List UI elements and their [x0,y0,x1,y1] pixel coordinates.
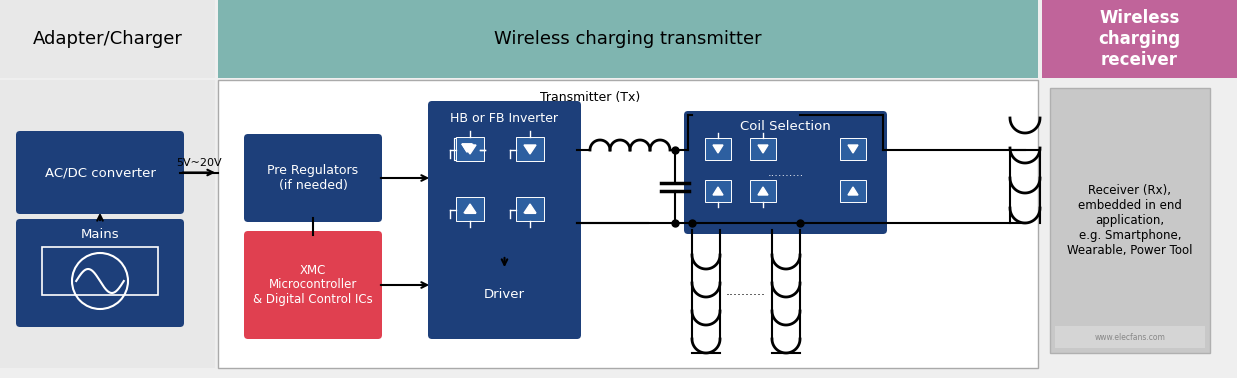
Bar [516,137,544,161]
Text: ..........: .......... [726,285,766,298]
Bar [456,137,484,161]
Text: HB or FB Inverter: HB or FB Inverter [450,113,558,125]
Text: Mains: Mains [80,228,119,242]
FancyBboxPatch shape [428,251,581,339]
Bar [1050,88,1210,353]
Polygon shape [464,204,476,213]
Text: XMC
Microcontroller
& Digital Control ICs: XMC Microcontroller & Digital Control IC… [254,263,372,307]
Bar [705,138,731,160]
Bar [840,138,866,160]
Bar [516,197,544,221]
FancyBboxPatch shape [428,101,581,274]
Text: 5V~20V: 5V~20V [176,158,221,167]
Bar [1055,326,1205,348]
Polygon shape [524,145,536,154]
Bar [218,0,1038,78]
Polygon shape [713,187,722,195]
Bar [456,197,484,221]
Polygon shape [461,144,473,152]
Polygon shape [464,145,476,154]
Bar [0,0,215,78]
Text: AC/DC converter: AC/DC converter [45,166,156,179]
Bar [705,180,731,202]
Bar [1042,0,1237,78]
Polygon shape [758,145,768,153]
FancyBboxPatch shape [16,219,184,327]
Text: Receiver (Rx),
embedded in end
application,
e.g. Smartphone,
Wearable, Power Too: Receiver (Rx), embedded in end applicati… [1068,184,1192,257]
Text: Transmitter (Tx): Transmitter (Tx) [539,91,640,104]
Bar [454,138,480,160]
Text: Wireless charging transmitter: Wireless charging transmitter [495,30,762,48]
Text: Pre Regulators
(if needed): Pre Regulators (if needed) [267,164,359,192]
Bar [750,180,776,202]
Bar [218,80,1038,368]
Bar [454,138,480,160]
Text: ..........: .......... [767,167,804,178]
Polygon shape [524,204,536,213]
Bar [840,180,866,202]
FancyBboxPatch shape [684,111,887,234]
Bar [1042,80,1237,368]
Text: Adapter/Charger: Adapter/Charger [32,30,182,48]
Bar [42,247,158,295]
Polygon shape [713,145,722,153]
Text: Driver: Driver [484,288,524,302]
Polygon shape [758,187,768,195]
FancyBboxPatch shape [244,134,382,222]
Polygon shape [849,145,858,153]
FancyBboxPatch shape [244,231,382,339]
Polygon shape [461,144,473,152]
Bar [0,80,215,368]
Text: Coil Selection: Coil Selection [740,121,831,133]
Text: www.elecfans.com: www.elecfans.com [1095,333,1165,341]
Bar [750,138,776,160]
Text: Wireless
charging
receiver: Wireless charging receiver [1098,9,1180,69]
FancyBboxPatch shape [16,131,184,214]
Polygon shape [849,187,858,195]
